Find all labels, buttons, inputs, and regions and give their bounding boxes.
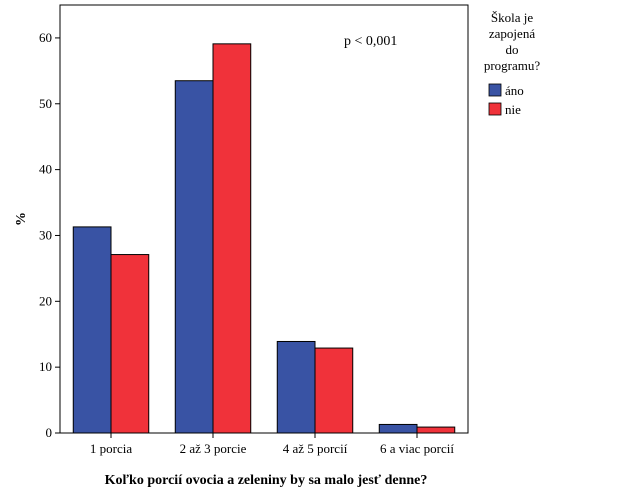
- y-tick-label: 40: [39, 162, 52, 177]
- bar-áno-1: [72, 226, 112, 434]
- x-axis-title: Koľko porcií ovocia a zeleniny by sa mal…: [105, 473, 428, 488]
- legend: Škola je zapojená do programu? áno nie: [484, 10, 541, 117]
- legend-title-line-1: Škola je: [491, 10, 533, 25]
- x-axis: 1 porcia 2 až 3 porcie 4 až 5 porcií 6 a vi…: [90, 433, 454, 456]
- legend-label-ano: áno: [505, 83, 524, 98]
- legend-swatch-ano: [488, 83, 502, 97]
- y-tick-label: 50: [39, 96, 52, 111]
- bar-nie-3: [314, 347, 354, 434]
- legend-title-line-4: programu?: [484, 58, 541, 73]
- legend-swatch-nie: [488, 102, 502, 116]
- y-tick-label: 10: [39, 359, 52, 374]
- legend-title-line-3: do: [506, 42, 519, 57]
- y-tick-label: 20: [39, 293, 52, 308]
- y-tick-label: 60: [39, 30, 52, 45]
- bar-áno-4: [378, 423, 418, 434]
- bar-áno-2: [174, 80, 214, 434]
- bars-group: [72, 43, 456, 434]
- bar-nie-2: [212, 43, 252, 434]
- x-tick-label: 4 až 5 porcií: [283, 441, 348, 456]
- y-axis: 0 10 20 30 40 50 60: [39, 30, 60, 440]
- legend-title-line-2: zapojená: [489, 26, 535, 41]
- y-axis-title: %: [14, 212, 29, 226]
- y-tick-label: 30: [39, 227, 52, 242]
- bar-áno-3: [276, 340, 316, 434]
- plot-area: [59, 4, 469, 434]
- bar-nie-1: [110, 254, 150, 434]
- bar-nie-4: [416, 426, 456, 434]
- p-value-annotation: p < 0,001: [344, 34, 397, 49]
- x-tick-label: 6 a viac porcií: [380, 441, 454, 456]
- x-tick-label: 1 porcia: [90, 441, 132, 456]
- legend-label-nie: nie: [505, 102, 521, 117]
- x-tick-label: 2 až 3 porcie: [180, 441, 247, 456]
- y-tick-label: 0: [46, 425, 53, 440]
